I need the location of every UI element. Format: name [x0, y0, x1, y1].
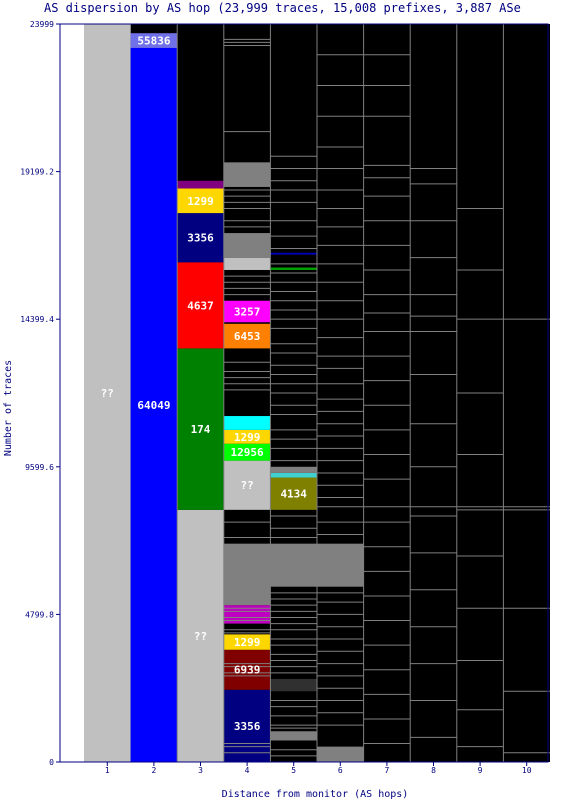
x-tick-label: 1	[105, 766, 110, 775]
segment-hop3-4	[177, 348, 224, 510]
segment-label: 12956	[231, 446, 264, 459]
segment-label: ??	[194, 630, 207, 643]
segment-hop3-8	[177, 180, 224, 189]
segment-label: 4134	[280, 488, 307, 501]
segment-label: 55836	[137, 35, 170, 48]
segment-hop4-10	[223, 649, 271, 690]
segment-hop4-16	[223, 429, 271, 444]
segment-hop4-15	[223, 443, 271, 461]
segment-hop4-9	[223, 689, 271, 762]
y-ticks-group: 0 4799.8 9599.6 14399.4 19199.2 23999	[20, 20, 60, 767]
segment-label: 1299	[187, 195, 214, 208]
segment-hop5-26	[270, 477, 317, 510]
y-tick-label: 4799.8	[25, 610, 54, 619]
segment-hop5-24	[270, 678, 317, 692]
segment-label: ??	[101, 387, 114, 400]
plot-frame	[59, 23, 549, 763]
x-tick-label: 3	[198, 766, 203, 775]
segment-hop4-22	[223, 162, 271, 187]
segment-hop5-27	[270, 472, 317, 478]
segment-label: 4637	[187, 299, 214, 312]
segment-label: 174	[191, 423, 211, 436]
segment-hop3-5	[177, 262, 224, 349]
segment-label: 3257	[234, 305, 261, 318]
segment-hop4-17	[223, 416, 271, 430]
segment-hop5-28	[270, 466, 317, 473]
y-tick-label: 9599.6	[25, 463, 54, 472]
segment-hop2-2	[130, 33, 178, 48]
segment-hop4-12	[223, 605, 271, 624]
segment-hop4-11	[223, 634, 271, 650]
segment-hop5-23	[270, 731, 317, 741]
segment-hop4-18	[223, 323, 271, 349]
x-tick-label: 7	[384, 766, 389, 775]
segment-labels-group: ?? 64049 55836?? 174 4637 3356 1299 3356 6939 129…	[101, 35, 308, 733]
y-tick-label: 0	[49, 758, 54, 767]
x-ticks-group: 1 2 3 4 5 6 7 8 9 10	[105, 762, 532, 775]
x-tick-label: 6	[338, 766, 343, 775]
x-tick-label: 2	[151, 766, 156, 775]
segment-hop3-7	[177, 188, 224, 214]
segment-hop6-32	[317, 746, 364, 762]
segment-hop3-3	[177, 509, 224, 762]
separator-lines-group	[176, 24, 550, 762]
x-tick-label: 10	[522, 766, 532, 775]
x-tick-label: 9	[478, 766, 483, 775]
segment-label: 1299	[234, 431, 261, 444]
segment-label: 6453	[234, 330, 261, 343]
y-axis-label: Number of traces	[3, 360, 14, 456]
segment-hop4-19	[223, 300, 271, 323]
chart-title: AS dispersion by AS hop (23,999 traces, …	[44, 1, 521, 15]
segment-hop2-1	[130, 47, 178, 762]
segment-hop4-13	[223, 543, 271, 606]
x-tick-label: 5	[291, 766, 296, 775]
segment-label: 3356	[234, 720, 261, 733]
hop-column-7	[363, 24, 411, 762]
x-axis-label: Distance from monitor (AS hops)	[222, 789, 409, 800]
segment-label: ??	[240, 479, 253, 492]
segment-label: 64049	[137, 399, 170, 412]
y-tick-label: 23999	[30, 20, 54, 29]
x-tick-label: 4	[245, 766, 250, 775]
hop-column-10	[503, 24, 550, 762]
segment-hop5-30	[270, 252, 317, 255]
segment-hop1-0	[84, 24, 131, 762]
hop-column-8	[410, 24, 457, 762]
x-tick-label: 8	[431, 766, 436, 775]
segment-hop4-21	[223, 233, 271, 258]
segment-label: 1299	[234, 636, 261, 649]
segment-hop5-25	[270, 543, 317, 587]
y-tick-label: 14399.4	[20, 315, 54, 324]
segment-label: 6939	[234, 664, 261, 677]
segment-label: 3356	[187, 232, 214, 245]
segment-hop3-6	[177, 213, 224, 263]
y-tick-label: 19199.2	[20, 168, 54, 177]
segment-hop6-31	[317, 543, 364, 587]
segment-hop5-29	[270, 267, 317, 270]
segment-hop4-20	[223, 257, 271, 270]
segment-hop4-14	[223, 460, 271, 510]
